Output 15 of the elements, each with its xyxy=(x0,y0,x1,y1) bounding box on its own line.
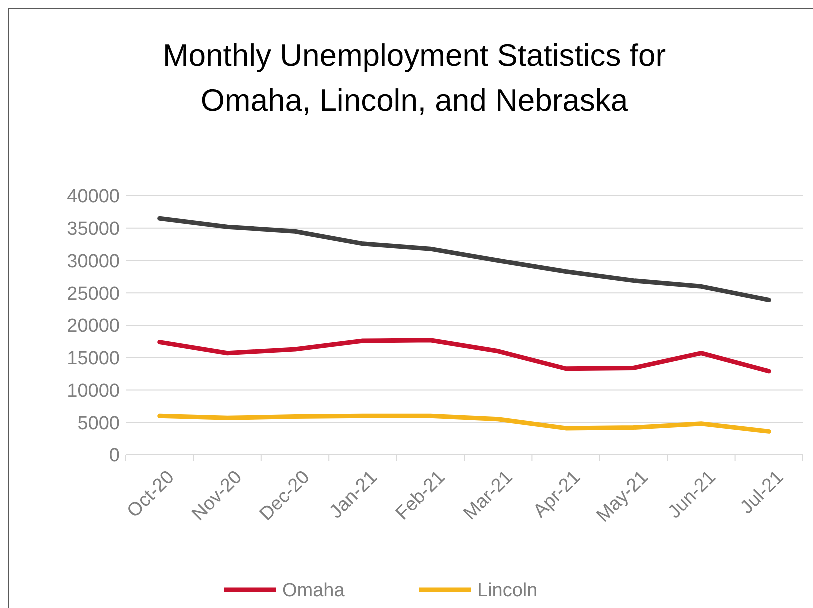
chart-title: Monthly Unemployment Statistics for Omaha, Lincoln, and Nebraska xyxy=(162,38,666,118)
y-tick-label: 0 xyxy=(109,446,120,467)
y-tick-label: 25000 xyxy=(67,284,120,305)
y-tick-label: 30000 xyxy=(67,251,120,272)
y-tick-label: 10000 xyxy=(67,380,120,402)
y-tick-label: 5000 xyxy=(78,413,120,434)
legend-label: Lincoln xyxy=(478,580,538,602)
line-series xyxy=(158,338,772,374)
y-tick-label: 35000 xyxy=(67,219,120,240)
line-series xyxy=(158,216,772,302)
y-tick-label: 20000 xyxy=(67,316,120,338)
y-tick-label: 15000 xyxy=(67,348,120,370)
y-tick-label: 40000 xyxy=(67,186,120,208)
line-series xyxy=(158,414,772,434)
legend-label: Omaha xyxy=(282,580,346,602)
